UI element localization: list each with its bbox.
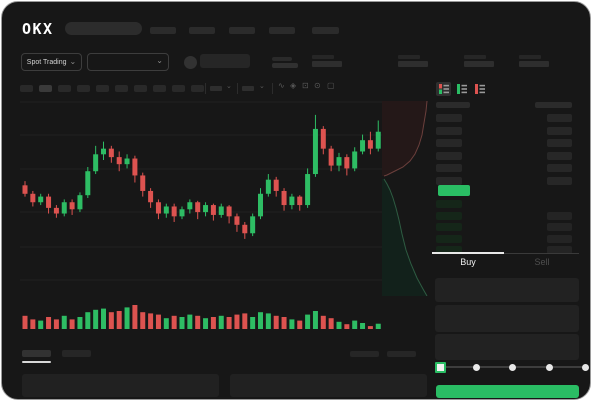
price-change-value <box>272 63 298 68</box>
slider-stop-dot[interactable] <box>582 364 589 371</box>
timeframe-button-7[interactable] <box>134 85 147 92</box>
bottom-panel-row <box>230 374 427 397</box>
interval-dropdown[interactable] <box>210 86 222 91</box>
toolbar-divider-3 <box>272 83 273 94</box>
bid-price-row[interactable] <box>436 246 462 255</box>
buy-submit-button[interactable] <box>436 385 579 398</box>
volume-pane <box>22 305 381 329</box>
trade-input-field-2[interactable] <box>435 305 579 332</box>
stat-label-4 <box>519 55 541 59</box>
bid-price-row[interactable] <box>436 223 462 232</box>
stat-value-4 <box>519 61 549 67</box>
pair-dropdown[interactable]: ⌄ <box>87 53 169 71</box>
bottom-tab-underline <box>22 361 51 363</box>
timeframe-button-9[interactable] <box>172 85 185 92</box>
bottom-tab-orders[interactable] <box>22 350 51 357</box>
timeframe-button-8[interactable] <box>153 85 166 92</box>
ask-price-row[interactable] <box>436 126 462 135</box>
timeframe-button-10[interactable] <box>191 85 204 92</box>
toolbar-divider-2 <box>237 83 238 94</box>
nav-item-5[interactable] <box>312 27 339 34</box>
stat-label-1 <box>312 55 334 59</box>
bid-amount-bar <box>547 234 572 243</box>
slider-stop-dot[interactable] <box>509 364 516 371</box>
nav-item-2[interactable] <box>189 27 215 34</box>
view-toggle-asks-book-icon[interactable] <box>472 82 487 96</box>
bid-amount-bar <box>547 211 572 220</box>
timeframe-button-4[interactable] <box>77 85 90 92</box>
ask-amount-bar <box>547 151 572 160</box>
stat-value-1 <box>312 61 342 67</box>
candlestick-chart[interactable] <box>20 100 382 297</box>
candle-style-dropdown[interactable] <box>242 86 254 91</box>
timeframe-button-3[interactable] <box>58 85 71 92</box>
okx-app-window: OKX Spot Trading ⌄ ⌄ ⌄ ⌄ ∿ ◈ ⊡ ⊙ ▢ Buy Sell <box>1 1 591 400</box>
ask-amount-bar <box>547 126 572 135</box>
bid-amount-bar <box>547 246 572 255</box>
timeframe-button-5[interactable] <box>96 85 109 92</box>
ask-amount-bar <box>547 139 572 148</box>
ask-price-row[interactable] <box>436 139 462 148</box>
timeframe-button-6[interactable] <box>115 85 128 92</box>
ask-amount-bar <box>547 114 572 122</box>
slider-handle[interactable] <box>435 362 446 373</box>
trade-tabs-divider <box>432 253 579 254</box>
trade-input-field-3[interactable] <box>435 334 579 360</box>
chevron-down-icon: ⌄ <box>156 56 163 65</box>
fullscreen-icon[interactable]: ▢ <box>327 81 335 90</box>
ask-price-row[interactable] <box>436 151 462 160</box>
stat-label-3 <box>464 55 486 59</box>
chevron-down-icon: ⌄ <box>259 83 265 90</box>
bid-amount-bar <box>547 223 572 232</box>
view-toggle-bids-book-icon[interactable] <box>454 82 469 96</box>
bid-price-row[interactable] <box>436 234 462 243</box>
market-type-dropdown[interactable]: Spot Trading ⌄ <box>21 53 82 71</box>
ask-price-row[interactable] <box>436 177 462 185</box>
slider-stop-dot[interactable] <box>545 364 553 371</box>
depth-chart <box>382 100 428 296</box>
nav-item-1[interactable] <box>150 27 176 34</box>
last-price-highlight[interactable] <box>438 185 470 196</box>
slider-stop-dot[interactable] <box>472 364 480 371</box>
indicator-wave-icon[interactable]: ∿ <box>278 81 285 90</box>
okx-logo: OKX <box>22 20 54 38</box>
nav-item-3[interactable] <box>229 27 255 34</box>
tab-sell[interactable]: Sell <box>534 257 550 267</box>
view-toggle-combined-book-icon[interactable] <box>436 82 451 96</box>
chevron-down-icon: ⌄ <box>69 57 77 66</box>
coin-icon <box>184 56 197 69</box>
search-input[interactable] <box>65 22 142 35</box>
timeframe-button-1[interactable] <box>20 85 33 92</box>
ask-amount-bar <box>547 177 572 185</box>
bottom-panel-row <box>22 374 219 397</box>
bid-price-row[interactable] <box>436 211 462 220</box>
ask-amount-bar <box>547 164 572 173</box>
nav-item-4[interactable] <box>269 27 295 34</box>
market-type-label: Spot Trading <box>26 58 67 66</box>
orderbook-col-header-price <box>436 102 470 108</box>
settings-icon[interactable]: ⊙ <box>314 81 321 90</box>
timeframe-button-2[interactable] <box>39 85 52 92</box>
ask-price-row[interactable] <box>436 114 462 122</box>
trade-input-field-1[interactable] <box>435 278 579 302</box>
ask-price-row[interactable] <box>436 164 462 173</box>
bid-price-row[interactable] <box>436 200 462 208</box>
screenshot-icon[interactable]: ⊡ <box>302 81 309 90</box>
tab-buy[interactable]: Buy <box>460 257 476 267</box>
stat-value-2 <box>398 61 428 67</box>
price-change-label <box>272 57 292 61</box>
chevron-down-icon: ⌄ <box>226 83 232 90</box>
draw-tools-icon[interactable]: ◈ <box>290 81 297 90</box>
active-tab-indicator <box>432 252 504 254</box>
orderbook-col-header-amount <box>535 102 572 108</box>
bottom-tab-history[interactable] <box>62 350 91 357</box>
stat-label-2 <box>398 55 420 59</box>
toolbar-divider-1 <box>205 83 206 94</box>
bottom-filter-chip-2[interactable] <box>387 351 416 357</box>
last-price-display <box>200 54 250 68</box>
stat-value-3 <box>464 61 494 67</box>
bottom-filter-chip-1[interactable] <box>350 351 379 357</box>
